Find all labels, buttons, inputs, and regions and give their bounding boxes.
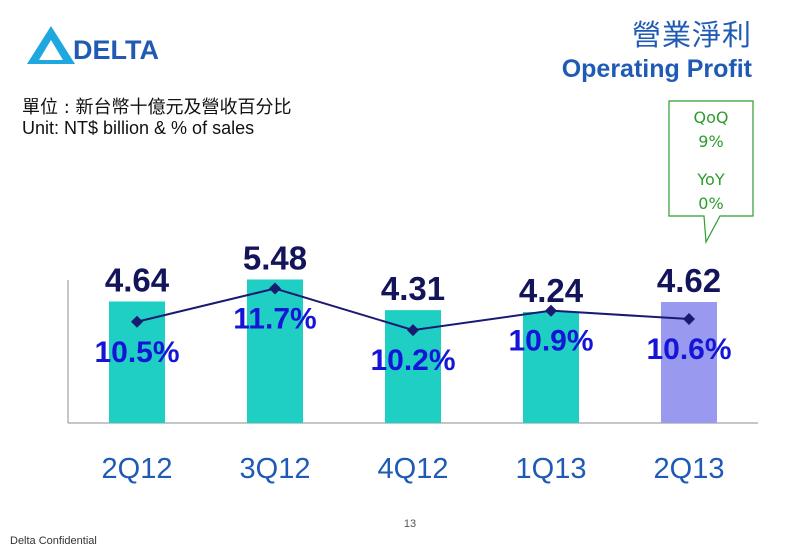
delta-logo: DELTA bbox=[25, 24, 165, 66]
bar-1Q13 bbox=[523, 311, 579, 423]
percent-label-3Q12: 11.7% bbox=[233, 303, 316, 336]
unit-note-chinese: 單位 : 新台幣十億元及營收百分比 bbox=[22, 97, 292, 118]
percent-label-1Q13: 10.9% bbox=[508, 325, 593, 358]
percent-label-2Q13: 10.6% bbox=[646, 333, 731, 366]
margin-point-2Q13 bbox=[683, 313, 695, 326]
percent-label-4Q12: 10.2% bbox=[370, 344, 455, 377]
value-label-2Q12: 4.64 bbox=[105, 261, 170, 298]
growth-callout: QoQ 9% YoY 0% bbox=[668, 100, 754, 245]
category-label-2Q13: 2Q13 bbox=[654, 453, 725, 485]
category-label-3Q12: 3Q12 bbox=[240, 453, 311, 485]
page-title-english: Operating Profit bbox=[561, 55, 752, 83]
margin-point-4Q12 bbox=[407, 324, 419, 337]
confidential-note: Delta Confidential bbox=[10, 535, 97, 547]
margin-point-3Q12 bbox=[269, 282, 281, 295]
category-label-4Q12: 4Q12 bbox=[378, 453, 449, 485]
page-number: 13 bbox=[403, 518, 417, 530]
margin-point-2Q12 bbox=[131, 315, 143, 328]
value-label-4Q12: 4.31 bbox=[381, 270, 445, 307]
value-label-2Q13: 4.62 bbox=[657, 262, 721, 299]
category-label-1Q13: 1Q13 bbox=[516, 453, 587, 485]
unit-note-english: Unit: NT$ billion & % of sales bbox=[22, 118, 255, 138]
yoy-label: YoY bbox=[697, 170, 725, 189]
bar-3Q12 bbox=[247, 279, 303, 423]
page-title-chinese: 營業淨利 bbox=[631, 18, 752, 52]
qoq-label: QoQ bbox=[693, 108, 729, 127]
value-label-1Q13: 4.24 bbox=[519, 272, 584, 309]
value-label-3Q12: 5.48 bbox=[243, 239, 307, 276]
qoq-value: 9% bbox=[698, 132, 724, 151]
callout-bubble bbox=[668, 100, 754, 245]
yoy-value: 0% bbox=[698, 194, 724, 213]
logo-text: DELTA bbox=[73, 35, 159, 65]
margin-point-1Q13 bbox=[545, 304, 557, 317]
percent-label-2Q12: 10.5% bbox=[94, 336, 179, 369]
category-label-2Q12: 2Q12 bbox=[102, 453, 173, 485]
